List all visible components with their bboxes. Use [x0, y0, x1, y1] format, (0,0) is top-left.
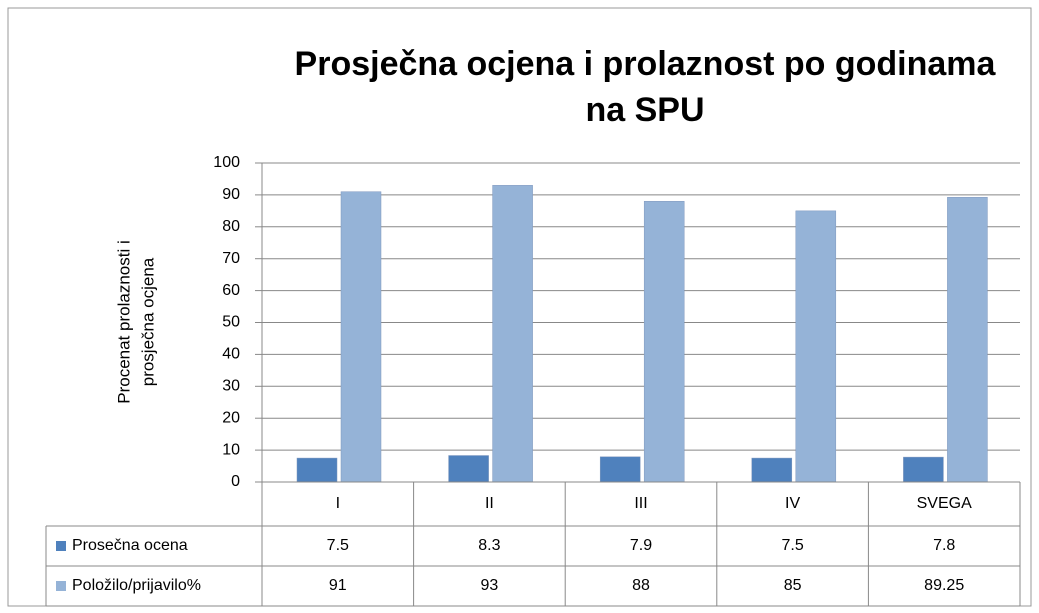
legend-label: Položilo/prijavilo%	[72, 577, 201, 594]
y-tick-label: 100	[213, 154, 240, 171]
legend-label: Prosečna ocena	[72, 537, 188, 554]
table-value: 7.8	[933, 537, 955, 554]
table-value: 89.25	[924, 577, 964, 594]
bar	[947, 197, 988, 483]
bar	[492, 185, 533, 483]
table-value: 85	[784, 577, 802, 594]
legend-swatch	[56, 581, 66, 591]
table-value: 7.5	[781, 537, 803, 554]
bar	[599, 456, 641, 483]
bar	[296, 457, 338, 483]
bar	[448, 455, 489, 483]
table-value: 7.5	[327, 537, 349, 554]
legend-swatch	[56, 541, 66, 551]
table-value: 88	[632, 577, 650, 594]
y-axis-label-group: Procenat prolaznosti i prosječna ocjena	[114, 240, 157, 403]
x-tick-label: SVEGA	[917, 495, 972, 512]
y-tick-label: 70	[222, 250, 240, 267]
y-tick-label: 40	[222, 346, 240, 363]
y-tick-label: 90	[222, 186, 240, 203]
x-tick-label: II	[485, 495, 494, 512]
table-value: 93	[481, 577, 499, 594]
table-value: 8.3	[478, 537, 500, 554]
table-value: 91	[329, 577, 347, 594]
y-tick-label: 10	[222, 441, 240, 458]
x-tick-label: III	[634, 495, 647, 512]
y-tick-label: 80	[222, 218, 240, 235]
y-tick-label: 0	[231, 473, 240, 490]
bar	[340, 191, 382, 483]
y-tick-label: 50	[222, 314, 240, 331]
y-axis-label: Procenat prolaznosti i	[114, 240, 133, 403]
bar	[751, 457, 793, 483]
bar	[903, 456, 944, 483]
x-tick-label: IV	[785, 495, 800, 512]
bar	[795, 210, 837, 483]
y-tick-label: 20	[222, 409, 240, 426]
bar	[643, 201, 685, 483]
y-tick-label: 60	[222, 282, 240, 299]
x-tick-label: I	[336, 495, 340, 512]
y-tick-label: 30	[222, 378, 240, 395]
y-axis-label: prosječna ocjena	[138, 257, 157, 386]
table-value: 7.9	[630, 537, 652, 554]
chart-title: Prosječna ocjena i prolaznost po godinam…	[295, 45, 997, 83]
chart-title: na SPU	[585, 91, 704, 129]
